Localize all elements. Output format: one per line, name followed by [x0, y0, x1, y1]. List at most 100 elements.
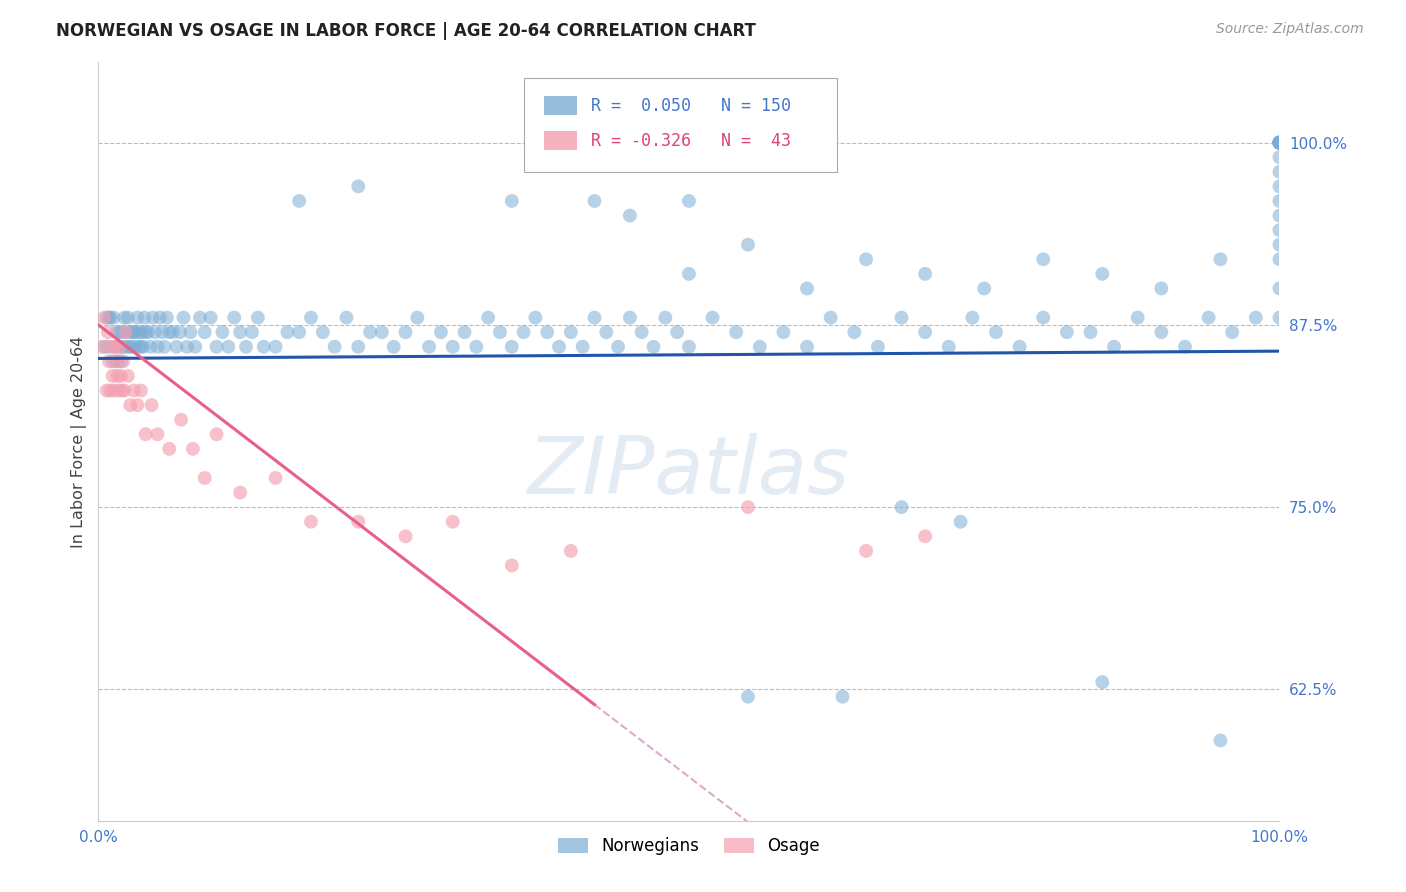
- Point: [97, 325, 120, 339]
- Point: [595, 325, 617, 339]
- Point: [229, 325, 252, 339]
- Point: [312, 325, 335, 339]
- Point: [112, 310, 135, 325]
- Point: [162, 325, 184, 339]
- Point: [914, 267, 936, 281]
- Point: [181, 442, 204, 456]
- Point: [1268, 237, 1291, 252]
- Point: [1268, 136, 1291, 150]
- Point: [264, 340, 287, 354]
- Point: [1032, 310, 1054, 325]
- Point: [536, 325, 558, 339]
- Point: [949, 515, 972, 529]
- Point: [796, 340, 818, 354]
- Point: [678, 267, 700, 281]
- Point: [382, 340, 405, 354]
- Point: [1268, 223, 1291, 237]
- Point: [96, 310, 118, 325]
- Point: [583, 310, 606, 325]
- Point: [100, 340, 122, 354]
- Point: [914, 325, 936, 339]
- Point: [93, 340, 115, 354]
- Point: [104, 340, 127, 354]
- Point: [571, 340, 593, 354]
- Point: [323, 340, 346, 354]
- Point: [103, 310, 125, 325]
- Point: [1198, 310, 1220, 325]
- Point: [120, 325, 142, 339]
- Point: [149, 310, 172, 325]
- Point: [157, 325, 180, 339]
- Point: [1032, 252, 1054, 267]
- Point: [630, 325, 652, 339]
- Point: [501, 194, 523, 208]
- Point: [98, 384, 121, 398]
- Point: [264, 471, 287, 485]
- Point: [194, 471, 217, 485]
- Point: [105, 354, 128, 368]
- Point: [229, 485, 252, 500]
- Point: [962, 310, 984, 325]
- Point: [501, 558, 523, 573]
- Point: [1056, 325, 1078, 339]
- Point: [394, 529, 416, 543]
- Point: [489, 325, 512, 339]
- Point: [607, 340, 630, 354]
- Point: [97, 340, 120, 354]
- Text: R = -0.326   N =  43: R = -0.326 N = 43: [591, 131, 792, 150]
- Point: [115, 340, 138, 354]
- Point: [217, 340, 239, 354]
- Point: [890, 310, 912, 325]
- Point: [117, 310, 139, 325]
- Point: [142, 310, 165, 325]
- Point: [453, 325, 475, 339]
- Point: [1126, 310, 1149, 325]
- Point: [1268, 136, 1291, 150]
- Point: [1268, 209, 1291, 223]
- Point: [96, 384, 118, 398]
- FancyBboxPatch shape: [523, 78, 837, 172]
- Point: [136, 325, 159, 339]
- Point: [299, 310, 322, 325]
- Point: [112, 340, 135, 354]
- Point: [1102, 340, 1125, 354]
- Point: [121, 325, 143, 339]
- Point: [253, 340, 276, 354]
- Point: [114, 325, 136, 339]
- Point: [288, 325, 311, 339]
- Point: [146, 427, 169, 442]
- Point: [666, 325, 689, 339]
- Point: [1268, 150, 1291, 164]
- Point: [246, 310, 269, 325]
- Point: [143, 325, 166, 339]
- Point: [1244, 310, 1267, 325]
- Point: [91, 340, 114, 354]
- Point: [224, 310, 246, 325]
- Point: [1268, 194, 1291, 208]
- Point: [441, 515, 464, 529]
- Point: [1008, 340, 1031, 354]
- Point: [855, 252, 877, 267]
- Point: [128, 340, 150, 354]
- Point: [118, 340, 141, 354]
- Point: [111, 384, 134, 398]
- Point: [205, 340, 228, 354]
- Point: [135, 427, 157, 442]
- Text: NORWEGIAN VS OSAGE IN LABOR FORCE | AGE 20-64 CORRELATION CHART: NORWEGIAN VS OSAGE IN LABOR FORCE | AGE …: [56, 22, 756, 40]
- Bar: [544, 131, 576, 150]
- Point: [127, 310, 149, 325]
- Point: [134, 310, 156, 325]
- Point: [180, 325, 202, 339]
- Point: [127, 398, 149, 412]
- Point: [501, 340, 523, 354]
- Point: [165, 340, 187, 354]
- Point: [135, 325, 157, 339]
- Point: [98, 354, 121, 368]
- Point: [129, 340, 152, 354]
- Point: [1268, 281, 1291, 295]
- Point: [1268, 252, 1291, 267]
- Point: [146, 340, 169, 354]
- Text: Source: ZipAtlas.com: Source: ZipAtlas.com: [1216, 22, 1364, 37]
- Point: [1268, 136, 1291, 150]
- Point: [299, 515, 322, 529]
